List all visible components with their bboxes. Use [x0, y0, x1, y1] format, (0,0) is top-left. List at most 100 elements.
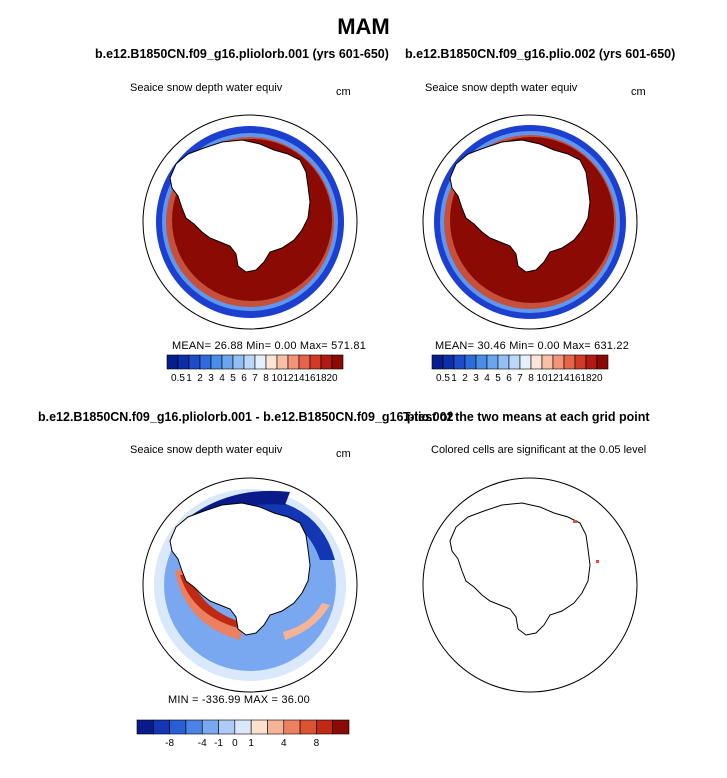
panel-1-colorbar-swatch — [309, 354, 322, 370]
panel-3-colorbar-swatch — [299, 719, 317, 735]
panel-2-colorbar-tick-label: 8 — [528, 373, 534, 384]
panel-3-colorbar-swatch — [267, 719, 285, 735]
panel-2-units-label: cm — [631, 86, 646, 98]
panel-3-colorbar-swatch — [185, 719, 203, 735]
panel-1-colorbar-tick-label: 4 — [219, 373, 225, 384]
panel-2-colorbar-tick-label: 14 — [558, 373, 570, 384]
panel-1-colorbar-swatch — [199, 354, 212, 370]
panel-1-variable-label: Seaice snow depth water equiv — [130, 82, 283, 94]
panel-2-colorbar-tick-label: 6 — [506, 373, 512, 384]
panel-3-variable-label: Seaice snow depth water equiv — [130, 444, 283, 456]
panel-2-colorbar-tick-label: 18 — [580, 373, 592, 384]
panel-3-map — [143, 478, 357, 692]
panel-4-title: T-test of the two means at each grid poi… — [403, 410, 650, 424]
panel-2-colorbar-tick-label: 3 — [473, 373, 479, 384]
panel-1-colorbar-tick-label: 6 — [241, 373, 247, 384]
panel-1-map-border — [142, 114, 358, 330]
panel-1-colorbar-swatch — [221, 354, 234, 370]
panel-3-title: b.e12.B1850CN.f09_g16.pliolorb.001 - b.e… — [38, 410, 454, 424]
panel-1-colorbar-tick-label: 5 — [230, 373, 236, 384]
panel-1-colorbar-tick-label: 10 — [271, 373, 283, 384]
panel-1-colorbar-tick-label: 14 — [293, 373, 305, 384]
panel-3-colorbar-swatch — [201, 719, 219, 735]
panel-1-colorbar-tick-label: 7 — [252, 373, 258, 384]
panel-2-colorbar-swatch — [519, 354, 532, 370]
panel-2-colorbar-swatch — [563, 354, 576, 370]
panel-2-colorbar-tick-label: 20 — [591, 373, 603, 384]
panel-2-colorbar-tick-label: 12 — [547, 373, 559, 384]
panel-1-colorbar-swatch — [265, 354, 278, 370]
panel-3-colorbar-swatch — [153, 719, 170, 735]
panel-2-variable-label: Seaice snow depth water equiv — [425, 82, 578, 94]
panel-1-colorbar-swatch — [232, 354, 245, 370]
panel-3-colorbar-swatch — [283, 719, 301, 735]
panel-3-colorbar-tick-label: -8 — [165, 738, 174, 749]
panel-1-colorbar-swatch — [331, 354, 344, 370]
panel-1-colorbar-swatch — [177, 354, 190, 370]
panel-2-colorbar-swatch — [453, 354, 466, 370]
panel-2-map-border — [422, 114, 638, 330]
panel-2-colorbar-swatch — [596, 354, 609, 370]
panel-4-variable-label: Colored cells are significant at the 0.0… — [431, 444, 647, 456]
panel-2-colorbar-tick-label: 1 — [451, 373, 457, 384]
panel-2-colorbar-swatch — [475, 354, 488, 370]
panel-3-colorbar-tick-label: 8 — [314, 738, 320, 749]
panel-2-map — [423, 115, 637, 329]
panel-3-colorbar-swatch — [332, 719, 350, 735]
panel-1-colorbar-swatch — [243, 354, 256, 370]
panel-2-colorbar-tick-label: 10 — [536, 373, 548, 384]
panel-3-colorbar-tick-label: -1 — [214, 738, 223, 749]
panel-1-stats: MEAN= 26.88 Min= 0.00 Max= 571.81 — [172, 340, 367, 352]
panel-3-colorbar-tick-label: 1 — [248, 738, 254, 749]
panel-1-map — [143, 115, 357, 329]
panel-2-title: b.e12.B1850CN.f09_g16.plio.002 (yrs 601-… — [405, 47, 676, 61]
panel-3-colorbar-tick-label: -4 — [198, 738, 207, 749]
panel-1-colorbar-swatch — [287, 354, 300, 370]
panel-2-colorbar-tick-label: 2 — [462, 373, 468, 384]
panel-2-colorbar-swatch — [585, 354, 598, 370]
panel-1-colorbar-swatch — [166, 354, 179, 370]
panel-3-colorbar-swatch — [316, 719, 333, 735]
panel-2-colorbar-swatch — [552, 354, 565, 370]
panel-1-colorbar: 0.5 1 2 3 4 5 6 7 8 10 12 14 16 18 20 — [166, 354, 344, 384]
panel-1-colorbar-tick-label: 2 — [197, 373, 203, 384]
panel-2-colorbar-swatch — [442, 354, 455, 370]
panel-2-colorbar-tick-label: 4 — [484, 373, 490, 384]
panel-3-units-label: cm — [336, 448, 351, 460]
panel-2-colorbar-swatch — [541, 354, 554, 370]
panel-1-colorbar-tick-label: 1 — [186, 373, 192, 384]
panel-2-colorbar-swatch — [530, 354, 543, 370]
panel-2-colorbar-swatch — [464, 354, 477, 370]
panel-3-colorbar-swatch — [136, 719, 154, 735]
panel-2-colorbar-tick-label: 7 — [517, 373, 523, 384]
panel-1-colorbar-swatch — [320, 354, 333, 370]
panel-2-colorbar-swatch — [508, 354, 521, 370]
panel-1-colorbar-tick-label: 16 — [304, 373, 316, 384]
panel-2-colorbar-swatch — [431, 354, 444, 370]
panel-1-colorbar-tick-label: 12 — [282, 373, 294, 384]
panel-3-colorbar-swatch — [218, 719, 236, 735]
panel-1-colorbar-swatch — [188, 354, 201, 370]
panel-3-colorbar-tick-label: 0 — [232, 738, 238, 749]
panel-3-colorbar-swatch — [169, 719, 187, 735]
panel-2-colorbar-swatch — [486, 354, 499, 370]
panel-1-title: b.e12.B1850CN.f09_g16.pliolorb.001 (yrs … — [95, 47, 389, 61]
panel-2-colorbar-swatch — [574, 354, 587, 370]
panel-3-colorbar-swatch — [250, 719, 268, 735]
season-title: MAM — [337, 14, 390, 39]
panel-3-stats: MIN = -336.99 MAX = 36.00 — [168, 694, 310, 706]
panel-2-colorbar-tick-label: 5 — [495, 373, 501, 384]
panel-1-colorbar-tick-label: 8 — [263, 373, 269, 384]
panel-1-colorbar-swatch — [298, 354, 311, 370]
panel-1-colorbar-swatch — [276, 354, 289, 370]
panel-1-colorbar-tick-label: 18 — [315, 373, 327, 384]
panel-1-colorbar-tick-label: 3 — [208, 373, 214, 384]
panel-2-colorbar-tick-label: 0.5 — [436, 373, 450, 384]
panel-4-map-border — [422, 477, 638, 693]
panel-2-colorbar: 0.5 1 2 3 4 5 6 7 8 10 12 14 16 18 20 — [431, 354, 609, 384]
panel-2-stats: MEAN= 30.46 Min= 0.00 Max= 631.22 — [435, 340, 630, 352]
panel-3-map-border — [142, 477, 358, 693]
panel-4-map — [423, 478, 637, 692]
panel-3-colorbar-swatch — [234, 719, 252, 735]
